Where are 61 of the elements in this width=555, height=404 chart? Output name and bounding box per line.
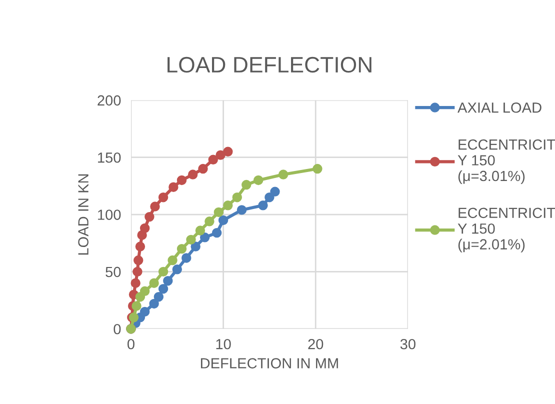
point xyxy=(158,192,168,202)
point xyxy=(223,146,233,157)
point xyxy=(218,215,228,226)
point xyxy=(168,182,178,192)
x-tick-label: 0 xyxy=(127,338,134,350)
point xyxy=(198,164,208,174)
point xyxy=(186,234,196,245)
point xyxy=(258,200,268,210)
y-axis-title: LOAD IN KN xyxy=(78,174,88,255)
point xyxy=(312,164,322,174)
y-tick-label: 0 xyxy=(114,324,121,334)
point xyxy=(176,244,187,254)
point xyxy=(132,301,142,311)
point xyxy=(132,266,142,277)
point xyxy=(158,284,168,294)
point xyxy=(232,192,242,202)
point xyxy=(172,264,182,274)
point xyxy=(214,207,224,218)
point xyxy=(223,200,233,210)
point xyxy=(195,226,206,236)
point xyxy=(140,286,150,296)
point xyxy=(134,255,144,266)
chart-title: LOAD DEFLECTION xyxy=(168,56,372,73)
point xyxy=(149,278,159,288)
x-tick-label: 30 xyxy=(400,338,416,350)
point xyxy=(163,276,173,286)
point xyxy=(270,186,280,197)
point xyxy=(242,180,252,190)
point xyxy=(188,170,198,180)
point xyxy=(200,232,210,242)
point xyxy=(144,212,154,222)
point xyxy=(158,266,168,277)
point xyxy=(278,170,288,180)
y-tick-label: 50 xyxy=(106,266,121,278)
y-tick-label: 100 xyxy=(98,210,121,220)
point xyxy=(236,205,247,215)
point xyxy=(216,150,226,160)
x-tick-label: 20 xyxy=(308,338,324,350)
point xyxy=(208,154,218,165)
point xyxy=(212,228,222,238)
legend-label: ECCENTRICIT Y 150 (μ=2.01%) xyxy=(458,208,555,252)
point xyxy=(204,216,214,226)
x-tick-label: 10 xyxy=(216,338,231,350)
point xyxy=(190,242,200,252)
point xyxy=(264,192,274,202)
point xyxy=(154,292,164,302)
point xyxy=(168,255,178,266)
legend-label: ECCENTRICIT Y 150 (μ=3.01%) xyxy=(458,139,555,184)
point xyxy=(150,202,160,212)
x-axis-title: DEFLECTION IN MM xyxy=(200,358,338,368)
point xyxy=(130,278,140,288)
point xyxy=(135,242,146,252)
point xyxy=(149,298,159,309)
point xyxy=(140,306,150,317)
point xyxy=(140,223,150,234)
point xyxy=(254,175,264,186)
point xyxy=(176,175,187,186)
point xyxy=(182,253,192,263)
y-tick-label: 200 xyxy=(98,95,121,106)
legend-label: AXIAL LOAD xyxy=(458,102,542,113)
y-tick-label: 150 xyxy=(98,152,121,163)
